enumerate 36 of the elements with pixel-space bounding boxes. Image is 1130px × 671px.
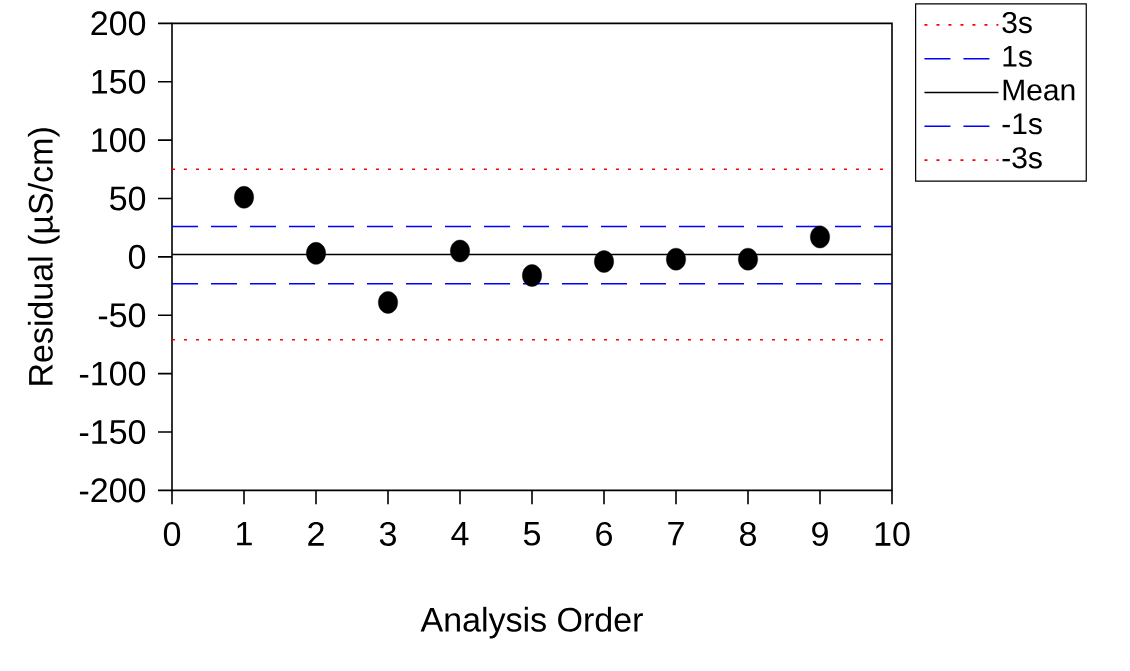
point (450, 239, 470, 263)
point (666, 247, 686, 271)
y-tick-label: -100 (79, 361, 146, 386)
x-axis-title: Analysis Order (420, 606, 643, 639)
point (594, 250, 614, 273)
point (306, 241, 326, 265)
x-tick-label: 5 (523, 521, 541, 546)
x-tick-label: 6 (596, 521, 612, 546)
legend-label: 1s (1003, 45, 1032, 67)
y-tick-label: -150 (79, 419, 146, 444)
x-tick-label: 0 (163, 521, 181, 546)
y-tick-label: 100 (92, 127, 146, 152)
x-tick-label: 10 (875, 521, 910, 546)
y-tick-label: 0 (128, 244, 146, 269)
legend-label: -1s (1002, 113, 1042, 135)
y-tick-label: 200 (91, 11, 146, 36)
y-tick-label: 50 (110, 186, 146, 211)
x-tick-label: 2 (308, 521, 324, 546)
point (234, 185, 254, 209)
point (378, 291, 398, 314)
legend-label: Mean (1003, 79, 1075, 101)
y-axis-title: Residual (µS/cm) (27, 128, 60, 385)
y-tick-label: 150 (92, 69, 146, 94)
x-tick-label: 4 (451, 521, 469, 546)
x-tick-label: 9 (812, 521, 828, 546)
point (810, 225, 830, 249)
x-tick-label: 7 (668, 521, 684, 546)
legend-label: -3s (1002, 146, 1042, 169)
point (738, 247, 758, 271)
y-tick-label: -50 (98, 303, 146, 328)
y-tick-label: -200 (79, 478, 146, 503)
x-tick-label: 3 (379, 521, 396, 546)
x-tick-label: 8 (740, 521, 756, 546)
legend-label: 3s (1002, 11, 1032, 33)
point (522, 264, 542, 287)
x-tick-label: 1 (237, 521, 252, 546)
